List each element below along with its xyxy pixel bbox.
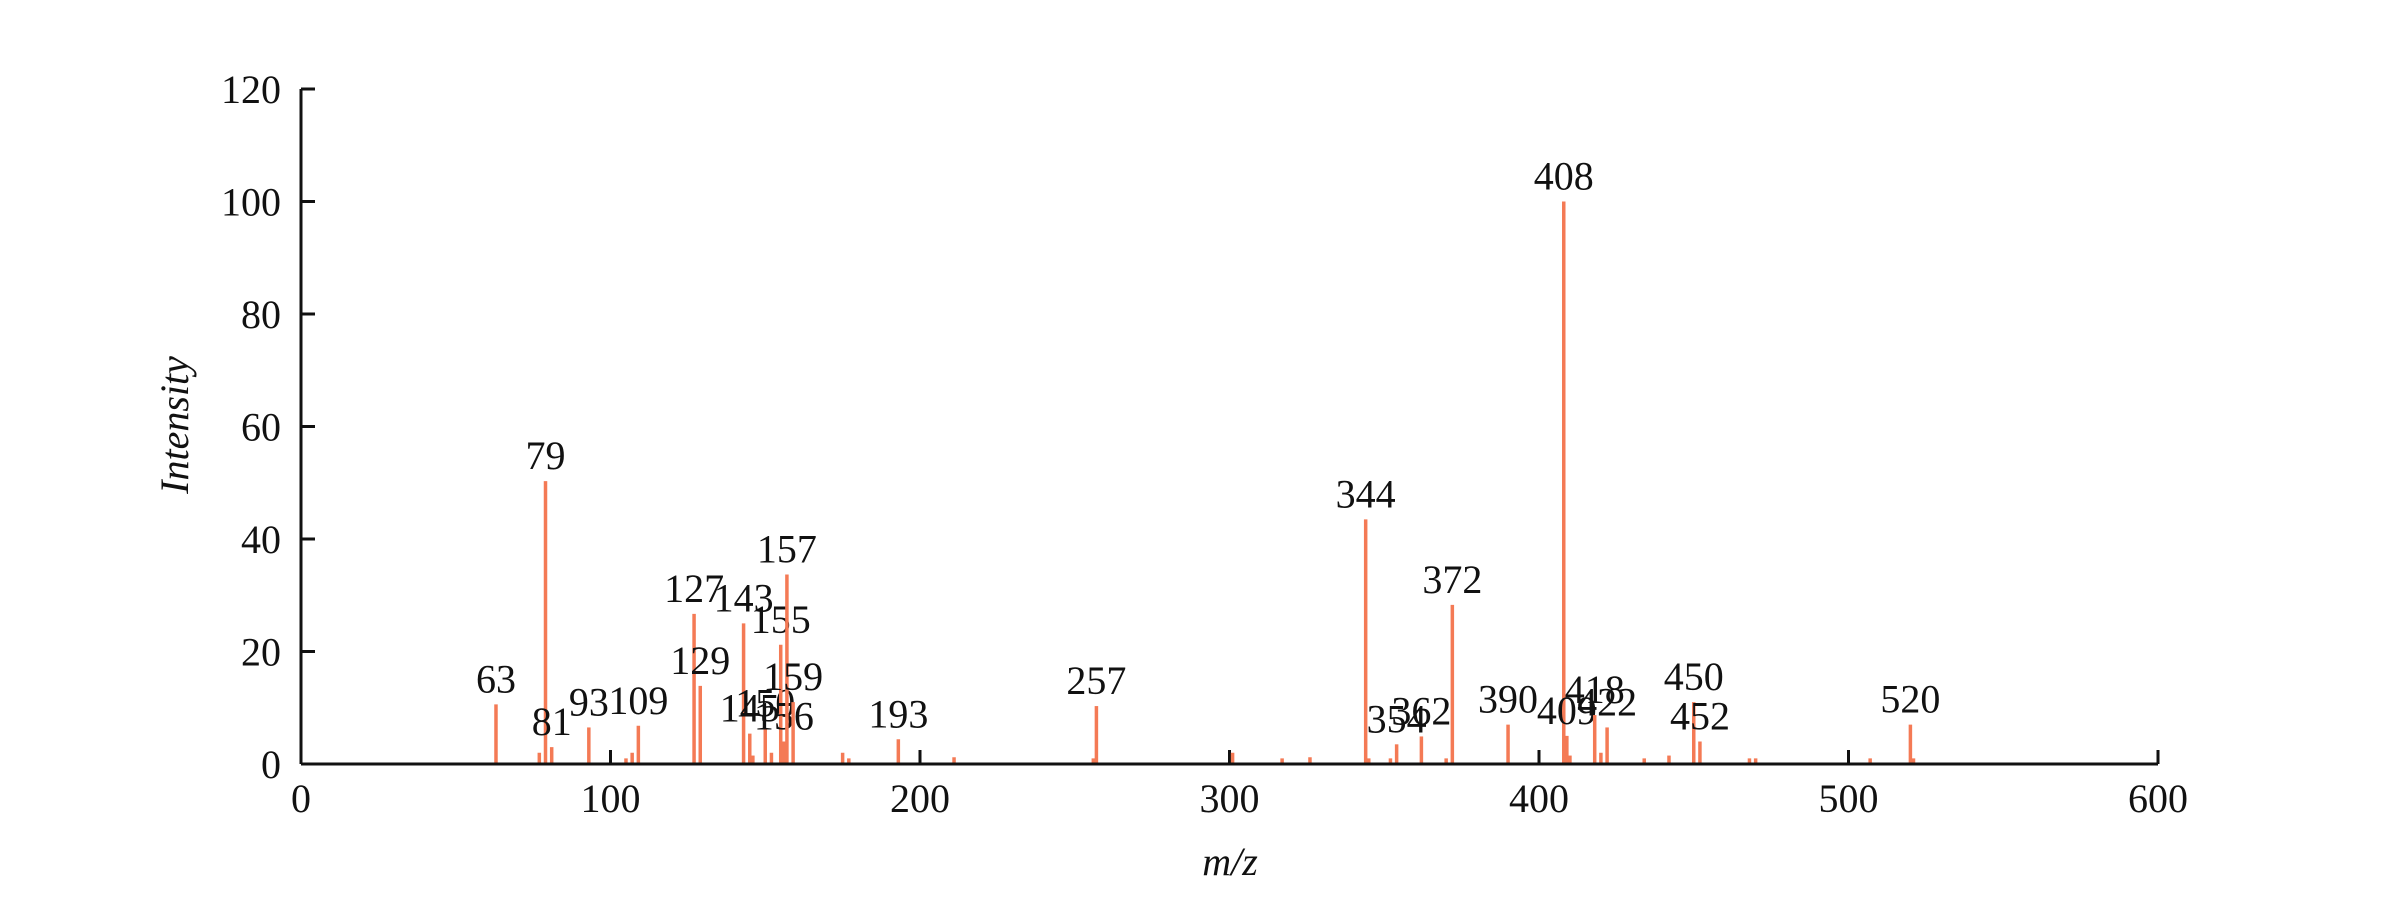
y-tick-label: 120 <box>221 67 281 112</box>
peak-label: 372 <box>1422 557 1482 602</box>
peak-label: 390 <box>1478 677 1538 722</box>
peak-label: 344 <box>1336 471 1396 516</box>
peak-label: 109 <box>608 678 668 723</box>
y-tick-label: 0 <box>261 742 281 787</box>
peak-label: 93 <box>569 679 609 724</box>
peak-label: 81 <box>532 699 572 744</box>
y-tick-label: 60 <box>241 405 281 450</box>
peak-label: 408 <box>1534 154 1594 199</box>
peak-label: 143 <box>714 575 774 620</box>
peak-label: 257 <box>1066 658 1126 703</box>
x-tick-label: 500 <box>1819 776 1879 821</box>
x-tick-label: 600 <box>2128 776 2188 821</box>
peak-label: 155 <box>751 597 811 642</box>
x-tick-label: 200 <box>890 776 950 821</box>
peak-label: 418 <box>1565 667 1625 712</box>
x-tick-label: 300 <box>1200 776 1260 821</box>
peak-label: 520 <box>1880 677 1940 722</box>
peak-label: 409 <box>1537 688 1597 733</box>
peak-label: 193 <box>868 691 928 736</box>
x-axis-label: m/z <box>1202 839 1258 884</box>
peak-label: 129 <box>670 638 730 683</box>
y-tick-label: 20 <box>241 630 281 675</box>
peak-label: 145 <box>720 686 780 731</box>
y-tick-label: 80 <box>241 292 281 337</box>
peak-label: 156 <box>754 694 814 739</box>
peak-label: 157 <box>757 526 817 571</box>
x-tick-label: 100 <box>581 776 641 821</box>
x-tick-label: 0 <box>291 776 311 821</box>
peak-label: 422 <box>1577 679 1637 724</box>
y-axis-label: Intensity <box>152 356 197 495</box>
x-tick-label: 400 <box>1509 776 1569 821</box>
peak-label: 452 <box>1670 694 1730 739</box>
peak-label: 63 <box>476 656 516 701</box>
y-tick-label: 100 <box>221 180 281 225</box>
peak-label: 354 <box>1367 696 1427 741</box>
y-tick-label: 40 <box>241 517 281 562</box>
peak-label: 450 <box>1664 654 1724 699</box>
peak-label: 127 <box>664 566 724 611</box>
peak-label: 159 <box>763 654 823 699</box>
peak-label: 362 <box>1391 688 1451 733</box>
peak-label: 79 <box>526 433 566 478</box>
